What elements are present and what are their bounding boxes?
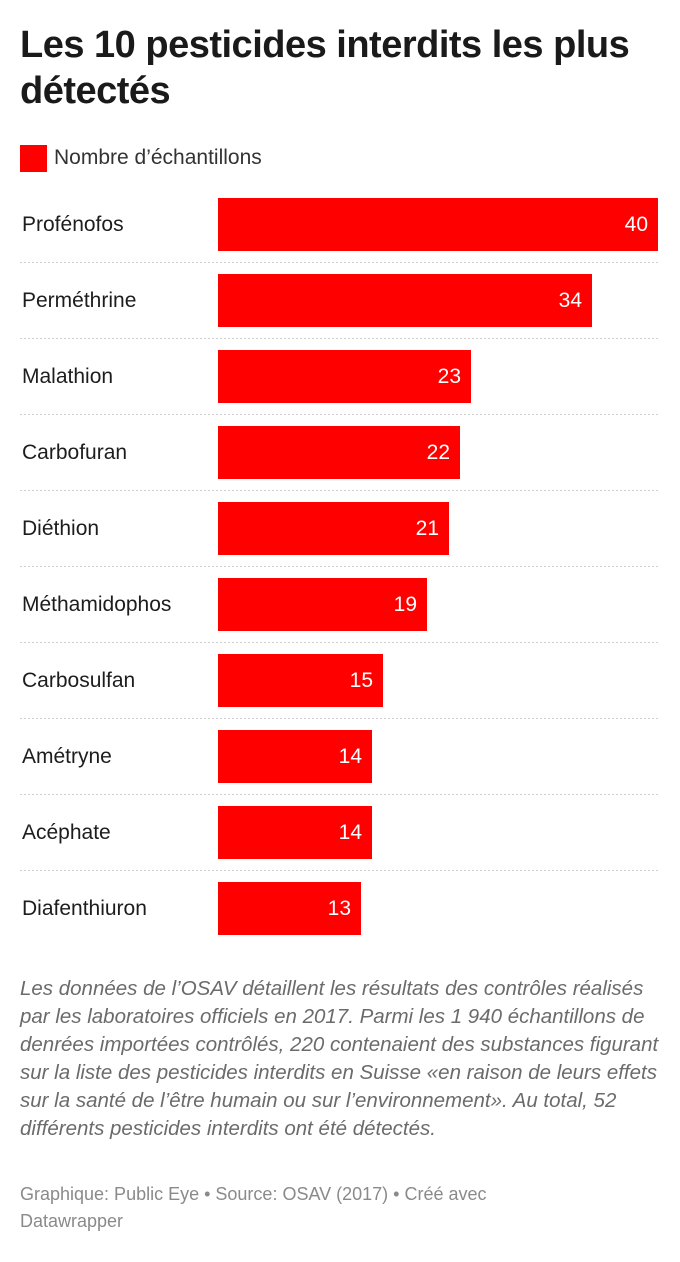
category-label: Diafenthiuron: [22, 897, 147, 920]
category-label: Carbofuran: [22, 441, 127, 464]
legend-label: Nombre d’échantillons: [54, 146, 262, 169]
bar: [218, 578, 427, 631]
bar-value-label: 14: [339, 745, 363, 768]
bar-value-label: 14: [339, 821, 363, 844]
bar: [218, 502, 449, 555]
category-label: Carbosulfan: [22, 669, 135, 692]
bar: [218, 350, 471, 403]
bar-chart: Profénofos 40 Perméthrine 34 Malathion 23 Carb…: [20, 198, 658, 935]
chart-footer: Graphique: Public Eye • Source: OSAV (20…: [20, 1184, 487, 1231]
category-label: Diéthion: [22, 517, 99, 540]
bar-value-label: 15: [350, 669, 373, 692]
bar-value-label: 23: [438, 365, 461, 388]
bar: [218, 426, 460, 479]
chart-notes: Les données de l’OSAV détaillent les rés…: [20, 977, 659, 1140]
category-label: Malathion: [22, 365, 113, 388]
bar-value-label: 13: [328, 897, 351, 920]
bar: [218, 654, 383, 707]
bar-value-label: 19: [394, 593, 417, 616]
bar-value-label: 34: [559, 289, 583, 312]
category-label: Méthamidophos: [22, 593, 171, 616]
bar: [218, 274, 592, 327]
bar: [218, 806, 372, 859]
bar: [218, 198, 658, 251]
category-label: Amétryne: [22, 745, 112, 768]
bar-value-label: 21: [416, 517, 439, 540]
bar: [218, 882, 361, 935]
bar: [218, 730, 372, 783]
category-label: Perméthrine: [22, 289, 136, 312]
category-label: Acéphate: [22, 821, 111, 844]
category-label: Profénofos: [22, 213, 124, 236]
legend: Nombre d’échantillons: [20, 144, 262, 172]
chart-title: Les 10 pesticides interdits les plus dét…: [20, 24, 630, 112]
bar-value-label: 22: [427, 441, 450, 464]
legend-swatch: [20, 144, 47, 172]
bar-value-label: 40: [625, 213, 648, 236]
